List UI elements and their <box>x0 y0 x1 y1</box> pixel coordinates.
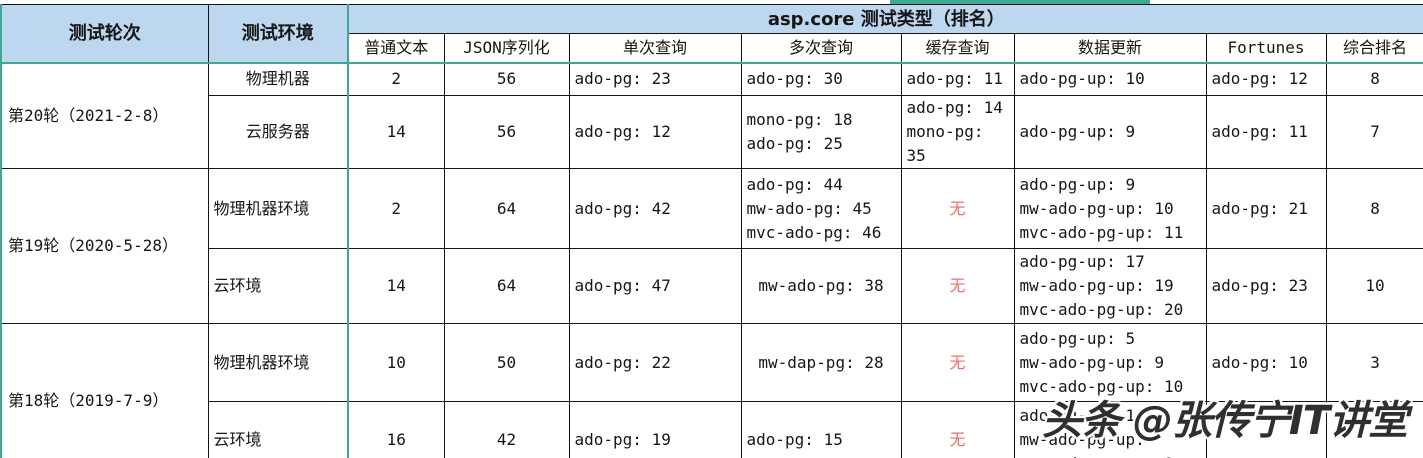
round-label-20: 第20轮（2021-2-8） <box>0 62 209 169</box>
cell-cache-query: 无 <box>900 323 1015 402</box>
cell-single-query: ado-pg: 19 <box>568 401 742 458</box>
cell-multi-query: mw-ado-pg: 38 <box>740 248 902 324</box>
cell-overall: 10 <box>1325 248 1423 324</box>
table-row: 第19轮（2020-5-28） 物理机器环境 2 64 ado-pg: 42 a… <box>0 168 1423 324</box>
round-label-19: 第19轮（2020-5-28） <box>0 168 209 324</box>
cell-data-update: ado-pg-up: 10 <box>1013 62 1207 96</box>
cell-multi-query: ado-pg: 44 mw-ado-pg: 45 mvc-ado-pg: 46 <box>740 168 902 249</box>
cell-single-query: ado-pg: 42 <box>568 168 742 249</box>
cell-json: 64 <box>443 248 570 324</box>
header-col-fortunes: Fortunes <box>1205 33 1327 64</box>
cell-multi-query: ado-pg: 15 <box>740 401 902 458</box>
cell-env: 物理机器环境 <box>207 323 349 402</box>
table-row: 第18轮（2019-7-9） 物理机器环境 10 50 ado-pg: 22 m… <box>0 323 1423 458</box>
header-group-title: asp.core 测试类型（排名） <box>347 4 1423 34</box>
cell-json: 56 <box>443 62 570 96</box>
cell-plain-text: 16 <box>347 401 445 458</box>
round-label-18: 第18轮（2019-7-9） <box>0 323 209 458</box>
header-row-group: 测试轮次 测试环境 asp.core 测试类型（排名） <box>0 4 1423 64</box>
cell-single-query: ado-pg: 12 <box>568 95 742 169</box>
header-round: 测试轮次 <box>0 4 209 64</box>
table-row: 第20轮（2021-2-8） 物理机器 2 56 ado-pg: 23 ado-… <box>0 62 1423 169</box>
cell-data-update: ado-pg-up: 9 mw-ado-pg-up: 10 mvc-ado-pg-u… <box>1013 168 1207 249</box>
cell-cache-query: 无 <box>900 248 1015 324</box>
cell-multi-query: mono-pg: 18 ado-pg: 25 <box>740 95 902 169</box>
header-col-single-query: 单次查询 <box>568 33 742 64</box>
cell-json: 64 <box>443 168 570 249</box>
cell-data-update: ado-pg-up: 17 mw-ado-pg-up: 19 mvc-ado-pg-… <box>1013 248 1207 324</box>
cell-data-update: ado-pg-up: 5 mw-ado-pg-up: 9 mvc-ado-pg-up… <box>1013 323 1207 402</box>
cell-env: 物理机器 <box>207 62 349 96</box>
cell-overall: 8 <box>1325 168 1423 249</box>
cell-plain-text: 2 <box>347 168 445 249</box>
header-col-cache-query: 缓存查询 <box>900 33 1015 64</box>
header-col-plain-text: 普通文本 <box>347 33 445 64</box>
cell-fortunes <box>1205 401 1327 458</box>
cell-single-query: ado-pg: 22 <box>568 323 742 402</box>
cell-json: 56 <box>443 95 570 169</box>
cell-multi-query: mw-dap-pg: 28 <box>740 323 902 402</box>
cell-overall: 7 <box>1325 95 1423 169</box>
cell-fortunes: ado-pg: 21 <box>1205 168 1327 249</box>
header-env: 测试环境 <box>207 4 349 64</box>
cell-json: 50 <box>443 323 570 402</box>
cell-env: 云服务器 <box>207 95 349 169</box>
cell-cache-query: 无 <box>900 168 1015 249</box>
header-col-multi-query: 多次查询 <box>740 33 902 64</box>
cell-overall: 8 <box>1325 62 1423 96</box>
cell-env: 云环境 <box>207 401 349 458</box>
header-col-json: JSON序列化 <box>443 33 570 64</box>
header-col-data-update: 数据更新 <box>1013 33 1207 64</box>
cell-overall <box>1325 401 1423 458</box>
cell-env: 物理机器环境 <box>207 168 349 249</box>
cell-plain-text: 14 <box>347 248 445 324</box>
cell-cache-query: ado-pg: 11 <box>900 62 1015 96</box>
cell-cache-query: ado-pg: 14 mono-pg: 35 <box>900 95 1015 169</box>
cell-plain-text: 2 <box>347 62 445 96</box>
cell-plain-text: 10 <box>347 323 445 402</box>
top-accent-line <box>890 0 1150 4</box>
cell-fortunes: ado-pg: 23 <box>1205 248 1327 324</box>
table-row: 云环境 16 42 ado-pg: 19 ado-pg: 15 无 ado-pg… <box>1 401 1423 458</box>
cell-fortunes: ado-pg: 10 <box>1205 323 1327 402</box>
cell-overall: 3 <box>1325 323 1423 402</box>
table-row: 云服务器 14 56 ado-pg: 12 mono-pg: 18 ado-pg:… <box>1 95 1423 169</box>
cell-plain-text: 14 <box>347 95 445 169</box>
toutiao-watermark: 头条 @张传宁IT讲堂 <box>1042 398 1408 444</box>
cell-cache-query: 无 <box>900 401 1015 458</box>
table-row: 云环境 14 64 ado-pg: 47 mw-ado-pg: 38 无 ado… <box>1 248 1423 324</box>
cell-multi-query: ado-pg: 30 <box>740 62 902 96</box>
benchmark-table: 测试轮次 测试环境 asp.core 测试类型（排名） 普通文本 JSON序列化… <box>0 4 1423 458</box>
cell-fortunes: ado-pg: 11 <box>1205 95 1327 169</box>
cell-json: 42 <box>443 401 570 458</box>
cell-env: 云环境 <box>207 248 349 324</box>
cell-data-update: ado-pg-up: 10mw-ado-pg-up:mvc-ado-pg-up:… <box>1013 401 1207 458</box>
header-row-columns: 普通文本 JSON序列化 单次查询 多次查询 缓存查询 数据更新 Fortune… <box>1 33 1423 64</box>
header-col-overall: 综合排名 <box>1325 33 1423 64</box>
cell-single-query: ado-pg: 47 <box>568 248 742 324</box>
cell-fortunes: ado-pg: 12 <box>1205 62 1327 96</box>
cell-data-update: ado-pg-up: 9 <box>1013 95 1207 169</box>
cell-single-query: ado-pg: 23 <box>568 62 742 96</box>
